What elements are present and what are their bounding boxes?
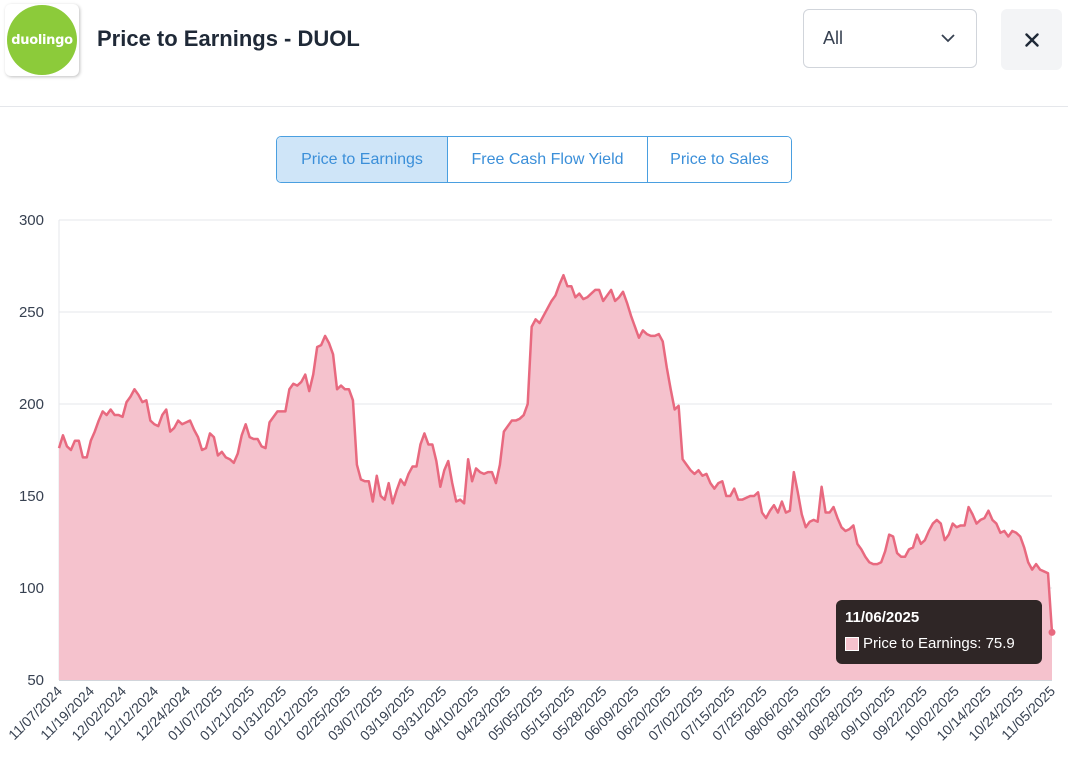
tooltip-series-label: Price to Earnings bbox=[863, 635, 978, 652]
y-tick-label: 100 bbox=[19, 580, 44, 597]
y-tick-label: 300 bbox=[19, 212, 44, 229]
data-points bbox=[58, 275, 1056, 636]
range-select[interactable]: All bbox=[803, 9, 977, 68]
chart-tooltip: 11/06/2025 Price to Earnings: 75.9 bbox=[836, 600, 1042, 664]
tooltip-date: 11/06/2025 bbox=[845, 609, 920, 626]
duolingo-logo: duolingo bbox=[5, 4, 79, 76]
tooltip-swatch bbox=[845, 636, 859, 651]
y-tick-label: 250 bbox=[19, 304, 44, 321]
tab-price-to-earnings[interactable]: Price to Earnings bbox=[277, 137, 447, 182]
y-tick-label: 150 bbox=[19, 488, 44, 505]
y-axis-ticks: 50 100 150 200 250 300 bbox=[19, 212, 44, 689]
close-icon bbox=[1024, 32, 1039, 47]
metric-tabs: Price to Earnings Free Cash Flow Yield P… bbox=[276, 136, 792, 183]
close-button[interactable] bbox=[1001, 9, 1062, 70]
series-area-fill bbox=[59, 275, 1052, 680]
pe-area-chart: 50 100 150 200 250 300 11/07/202411/19/202412… bbox=[5, 212, 1058, 744]
y-tick-label: 50 bbox=[27, 672, 44, 689]
header-bar: duolingo Price to Earnings - DUOL All bbox=[0, 0, 1068, 107]
tooltip-row: Price to Earnings: 75.9 bbox=[845, 635, 1042, 652]
page-title: Price to Earnings - DUOL bbox=[97, 26, 360, 51]
data-point bbox=[1048, 628, 1056, 636]
tooltip-value: 75.9 bbox=[985, 635, 1015, 652]
tooltip-separator: : bbox=[977, 635, 986, 652]
tab-price-to-sales[interactable]: Price to Sales bbox=[647, 137, 791, 182]
tab-free-cash-flow-yield[interactable]: Free Cash Flow Yield bbox=[447, 137, 647, 182]
logo-circle: duolingo bbox=[7, 5, 77, 75]
x-axis-ticks: 11/07/202411/19/202412/02/202412/12/2024… bbox=[5, 683, 1058, 744]
y-tick-label: 200 bbox=[19, 396, 44, 413]
logo-text: duolingo bbox=[11, 32, 73, 48]
range-select-value: All bbox=[823, 28, 844, 48]
chevron-down-icon bbox=[941, 34, 955, 43]
